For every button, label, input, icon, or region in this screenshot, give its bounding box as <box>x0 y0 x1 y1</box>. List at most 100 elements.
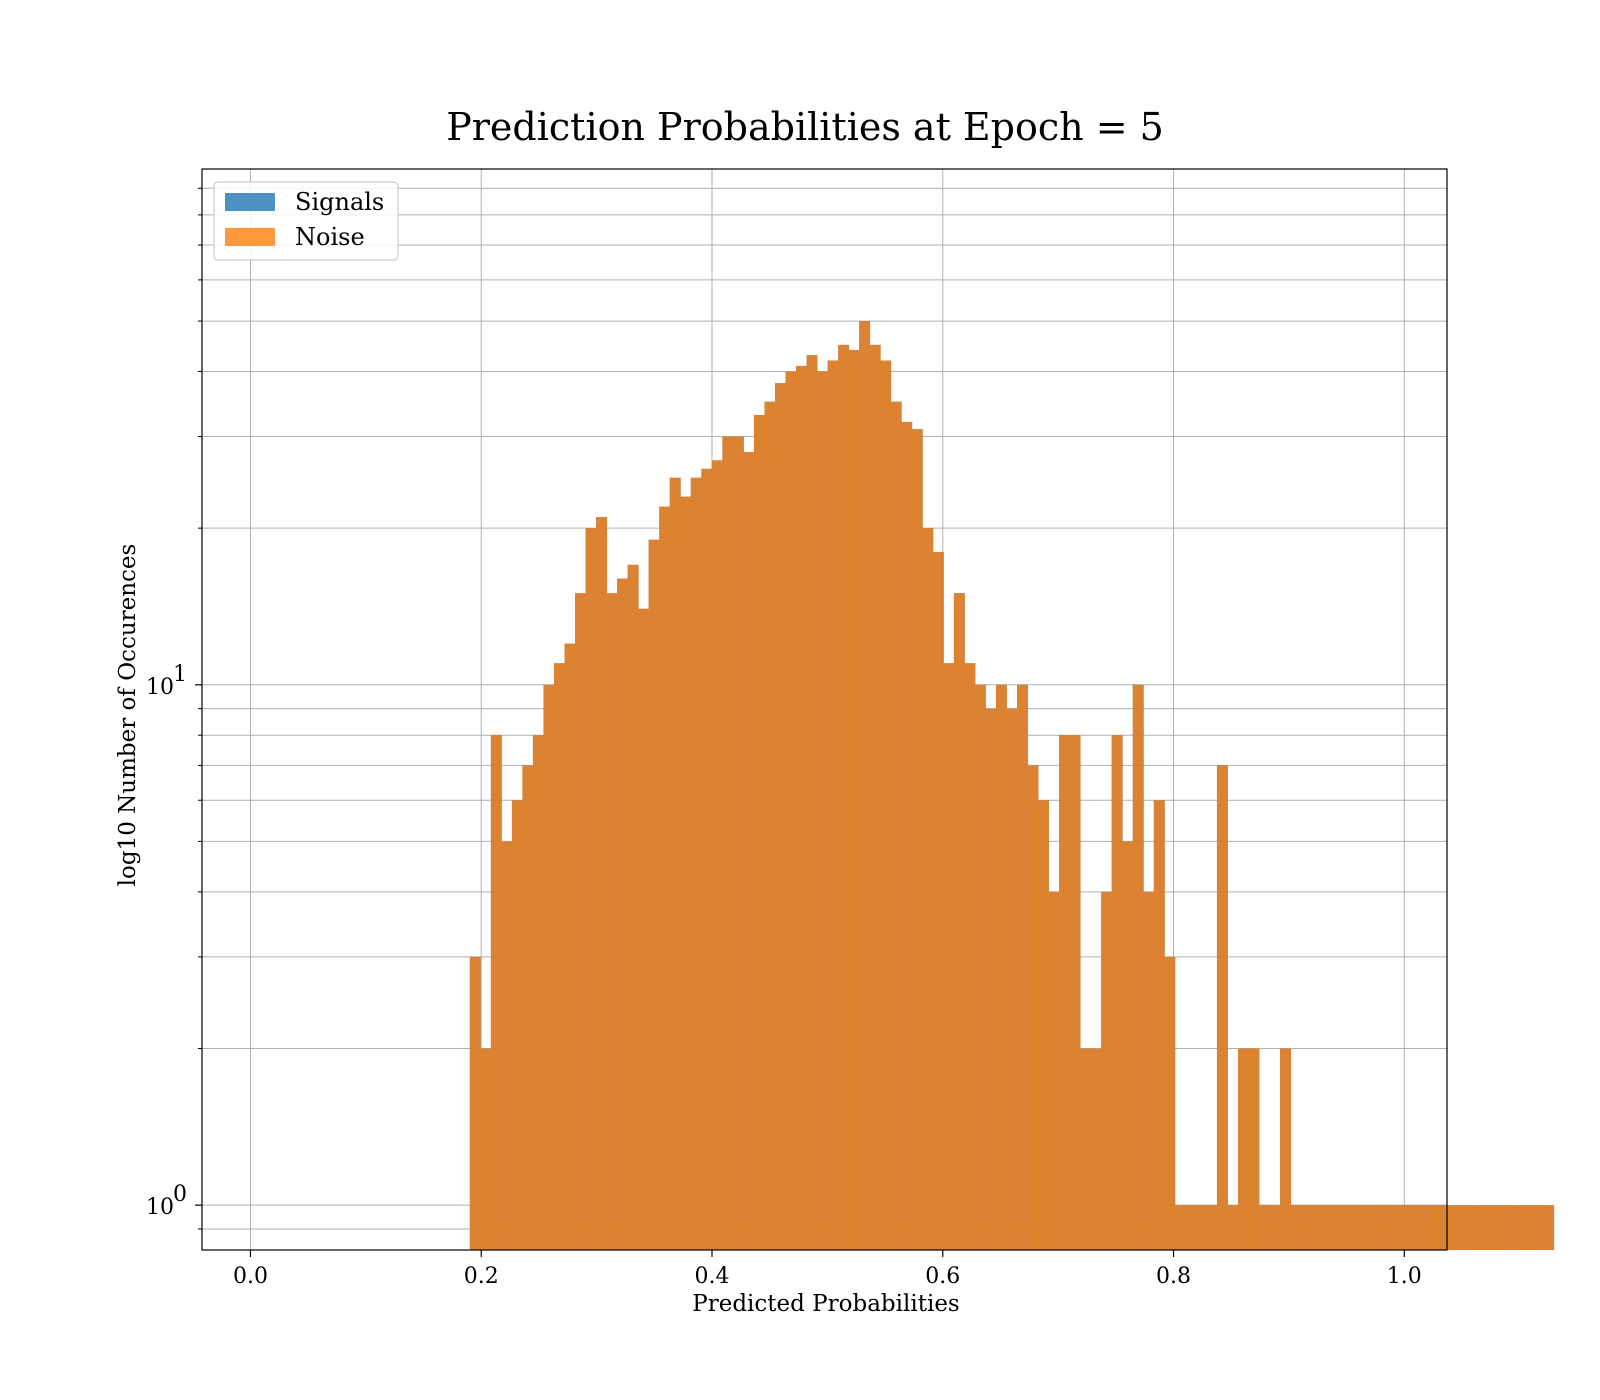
noise-bar <box>1416 1205 1428 1250</box>
legend-swatch-signals <box>225 193 275 211</box>
noise-bar <box>606 593 618 1250</box>
noise-bar <box>1469 1205 1481 1250</box>
noise-bar <box>817 371 828 1250</box>
noise-bar <box>1195 1205 1207 1250</box>
noise-bar <box>901 421 913 1250</box>
noise-bar <box>932 551 944 1250</box>
noise-bar <box>964 663 976 1250</box>
noise-bar <box>1153 800 1165 1250</box>
noise-bar <box>1216 765 1228 1250</box>
x-tick-label: 0.2 <box>464 1264 499 1289</box>
noise-bar <box>617 578 629 1250</box>
noise-bar <box>1174 1205 1186 1250</box>
chart-title: Prediction Probabilities at Epoch = 5 <box>446 105 1164 149</box>
noise-bar <box>869 344 881 1250</box>
x-axis-label: Predicted Probabilities <box>692 1291 960 1317</box>
noise-bar <box>522 765 534 1250</box>
noise-bar <box>764 401 776 1250</box>
noise-bar <box>1374 1205 1386 1250</box>
noise-bar <box>1290 1205 1302 1250</box>
noise-bar <box>922 528 934 1250</box>
noise-bar <box>1395 1205 1407 1250</box>
noise-bar <box>638 608 650 1250</box>
y-tick-label-exponent: 0 <box>173 1182 187 1207</box>
noise-bar <box>1501 1205 1512 1250</box>
noise-bar <box>501 841 513 1250</box>
y-tick-label-exponent: 1 <box>173 662 187 687</box>
noise-bar <box>880 360 892 1251</box>
noise-bar <box>1185 1205 1197 1250</box>
x-tick-label: 1.0 <box>1387 1264 1422 1289</box>
noise-bar <box>532 735 544 1250</box>
noise-bar <box>659 506 671 1251</box>
series-noise <box>469 321 1555 1251</box>
noise-bar <box>543 684 555 1250</box>
noise-bar <box>1048 891 1060 1250</box>
plot-frame <box>201 168 1448 1251</box>
noise-bar <box>890 401 902 1250</box>
x-tick-label: 0.6 <box>925 1264 960 1289</box>
noise-bar <box>1237 1048 1249 1250</box>
legend-swatch-noise <box>225 228 275 246</box>
noise-bar <box>1353 1205 1365 1250</box>
noise-bar <box>680 496 692 1250</box>
noise-bar <box>974 684 986 1250</box>
noise-bar <box>848 349 860 1250</box>
noise-bar <box>1343 1205 1355 1250</box>
noise-bar <box>648 539 660 1250</box>
noise-bar <box>1458 1205 1470 1250</box>
y-axis-label: log10 Number of Occurences <box>115 544 141 887</box>
legend: Signals Noise <box>213 181 399 261</box>
noise-bar <box>1322 1205 1334 1250</box>
noise-bar <box>1080 1048 1092 1250</box>
noise-bar <box>1532 1205 1544 1250</box>
legend-label-noise: Noise <box>295 223 365 251</box>
noise-bar <box>1427 1205 1439 1250</box>
noise-bar <box>1332 1205 1344 1250</box>
noise-bar <box>564 643 576 1250</box>
noise-bar <box>575 593 586 1250</box>
noise-bar <box>1143 891 1155 1250</box>
noise-bar <box>1522 1205 1534 1250</box>
noise-bar <box>596 517 608 1250</box>
noise-bar <box>1269 1205 1281 1250</box>
noise-bar <box>711 460 723 1250</box>
noise-bar <box>585 528 597 1250</box>
noise-bar <box>1069 735 1081 1250</box>
noise-bar <box>1301 1205 1313 1250</box>
noise-bar <box>690 477 702 1251</box>
noise-bar <box>1111 735 1123 1250</box>
noise-bar <box>722 436 734 1250</box>
noise-bar <box>1280 1048 1292 1250</box>
noise-bar <box>753 414 765 1250</box>
legend-label-signals: Signals <box>295 188 384 216</box>
noise-bar <box>1311 1205 1323 1250</box>
noise-bar <box>480 1048 492 1250</box>
noise-bar <box>1480 1205 1491 1250</box>
noise-bar <box>469 956 481 1250</box>
noise-bar <box>511 800 523 1250</box>
noise-bar <box>796 365 807 1250</box>
noise-bar <box>859 321 871 1250</box>
noise-bar <box>1006 708 1018 1250</box>
noise-bar <box>1038 800 1049 1250</box>
noise-bar <box>806 355 818 1251</box>
noise-bar <box>953 593 965 1250</box>
noise-bar <box>1406 1205 1418 1250</box>
noise-bar <box>985 708 997 1250</box>
noise-bar <box>743 452 755 1250</box>
noise-bar <box>1132 684 1144 1250</box>
noise-bar <box>701 468 713 1250</box>
noise-bar <box>827 360 839 1251</box>
x-tick-label: 0.8 <box>1156 1264 1191 1289</box>
y-tick-label: 10 <box>146 1195 174 1220</box>
noise-bar <box>1385 1205 1397 1250</box>
noise-bar <box>1490 1205 1502 1250</box>
noise-bar <box>1437 1205 1449 1250</box>
noise-bar <box>490 735 502 1250</box>
noise-bar <box>1101 891 1113 1250</box>
noise-bar <box>1090 1048 1102 1250</box>
noise-bar <box>669 477 681 1251</box>
